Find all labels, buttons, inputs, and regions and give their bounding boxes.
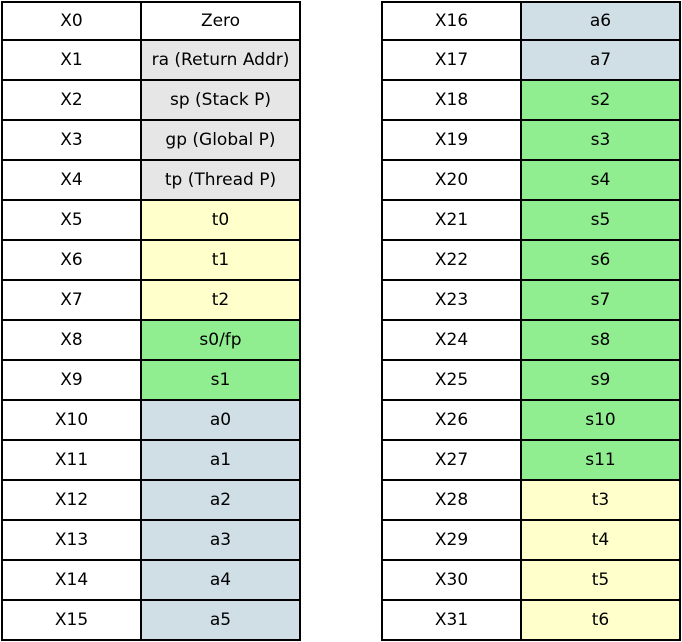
abi-name-cell: t4 <box>520 519 681 561</box>
register-name-cell: X3 <box>1 119 142 161</box>
register-row: X8 s0/fp <box>1 319 301 361</box>
register-name-cell: X25 <box>381 359 522 401</box>
register-row: X6 t1 <box>1 239 301 281</box>
register-row: X24 s8 <box>381 319 681 361</box>
register-table-left: X0 Zero X1 ra (Return Addr) X2 sp (Stack P) X3… <box>1 1 301 641</box>
abi-name-cell: s10 <box>520 399 681 441</box>
register-row: X19 s3 <box>381 119 681 161</box>
abi-name-cell: a0 <box>140 399 301 441</box>
register-name-cell: X31 <box>381 599 522 641</box>
register-row: X22 s6 <box>381 239 681 281</box>
register-name-cell: X23 <box>381 279 522 321</box>
register-name-cell: X24 <box>381 319 522 361</box>
register-name-cell: X22 <box>381 239 522 281</box>
abi-name-cell: sp (Stack P) <box>140 79 301 121</box>
abi-name-cell: t0 <box>140 199 301 241</box>
abi-name-cell: s8 <box>520 319 681 361</box>
register-row: X29 t4 <box>381 519 681 561</box>
register-name-cell: X4 <box>1 159 142 201</box>
abi-name-cell: Zero <box>140 1 301 41</box>
register-name-cell: X10 <box>1 399 142 441</box>
register-row: X7 t2 <box>1 279 301 321</box>
register-row: X21 s5 <box>381 199 681 241</box>
register-name-cell: X5 <box>1 199 142 241</box>
register-row: X20 s4 <box>381 159 681 201</box>
register-row: X2 sp (Stack P) <box>1 79 301 121</box>
abi-name-cell: a2 <box>140 479 301 521</box>
register-row: X25 s9 <box>381 359 681 401</box>
abi-name-cell: t1 <box>140 239 301 281</box>
abi-name-cell: s6 <box>520 239 681 281</box>
register-row: X26 s10 <box>381 399 681 441</box>
register-name-cell: X19 <box>381 119 522 161</box>
abi-name-cell: tp (Thread P) <box>140 159 301 201</box>
register-row: X5 t0 <box>1 199 301 241</box>
abi-name-cell: a5 <box>140 599 301 641</box>
abi-name-cell: s7 <box>520 279 681 321</box>
abi-name-cell: s0/fp <box>140 319 301 361</box>
abi-name-cell: a4 <box>140 559 301 601</box>
register-row: X3 gp (Global P) <box>1 119 301 161</box>
register-row: X15 a5 <box>1 599 301 641</box>
abi-name-cell: t5 <box>520 559 681 601</box>
register-row: X18 s2 <box>381 79 681 121</box>
register-name-cell: X6 <box>1 239 142 281</box>
register-row: X23 s7 <box>381 279 681 321</box>
register-name-cell: X1 <box>1 39 142 81</box>
register-row: X28 t3 <box>381 479 681 521</box>
register-name-cell: X18 <box>381 79 522 121</box>
register-name-cell: X17 <box>381 39 522 81</box>
register-name-cell: X2 <box>1 79 142 121</box>
abi-name-cell: s9 <box>520 359 681 401</box>
register-name-cell: X14 <box>1 559 142 601</box>
abi-name-cell: s3 <box>520 119 681 161</box>
register-row: X30 t5 <box>381 559 681 601</box>
register-name-cell: X29 <box>381 519 522 561</box>
abi-name-cell: t2 <box>140 279 301 321</box>
abi-name-cell: s4 <box>520 159 681 201</box>
register-name-cell: X16 <box>381 1 522 41</box>
register-row: X1 ra (Return Addr) <box>1 39 301 81</box>
register-name-cell: X0 <box>1 1 142 41</box>
abi-name-cell: t3 <box>520 479 681 521</box>
register-name-cell: X28 <box>381 479 522 521</box>
abi-name-cell: s2 <box>520 79 681 121</box>
abi-name-cell: t6 <box>520 599 681 641</box>
register-row: X12 a2 <box>1 479 301 521</box>
register-row: X4 tp (Thread P) <box>1 159 301 201</box>
register-name-cell: X21 <box>381 199 522 241</box>
register-name-cell: X12 <box>1 479 142 521</box>
register-name-cell: X7 <box>1 279 142 321</box>
register-row: X11 a1 <box>1 439 301 481</box>
abi-name-cell: ra (Return Addr) <box>140 39 301 81</box>
register-row: X9 s1 <box>1 359 301 401</box>
register-row: X31 t6 <box>381 599 681 641</box>
register-row: X17 a7 <box>381 39 681 81</box>
abi-name-cell: a6 <box>520 1 681 41</box>
register-name-cell: X13 <box>1 519 142 561</box>
register-row: X0 Zero <box>1 1 301 41</box>
register-name-cell: X27 <box>381 439 522 481</box>
register-table-right: X16 a6 X17 a7 X18 s2 X19 s3 X20 s4 X21 s5 X22 s6 X23 s7… <box>381 1 681 641</box>
register-name-cell: X20 <box>381 159 522 201</box>
register-name-cell: X9 <box>1 359 142 401</box>
abi-name-cell: a3 <box>140 519 301 561</box>
abi-name-cell: s11 <box>520 439 681 481</box>
register-name-cell: X30 <box>381 559 522 601</box>
register-name-cell: X15 <box>1 599 142 641</box>
register-row: X16 a6 <box>381 1 681 41</box>
abi-name-cell: gp (Global P) <box>140 119 301 161</box>
register-name-cell: X11 <box>1 439 142 481</box>
register-row: X13 a3 <box>1 519 301 561</box>
abi-name-cell: s5 <box>520 199 681 241</box>
abi-name-cell: a1 <box>140 439 301 481</box>
abi-name-cell: a7 <box>520 39 681 81</box>
register-row: X14 a4 <box>1 559 301 601</box>
register-row: X27 s11 <box>381 439 681 481</box>
register-row: X10 a0 <box>1 399 301 441</box>
register-name-cell: X26 <box>381 399 522 441</box>
register-name-cell: X8 <box>1 319 142 361</box>
abi-name-cell: s1 <box>140 359 301 401</box>
